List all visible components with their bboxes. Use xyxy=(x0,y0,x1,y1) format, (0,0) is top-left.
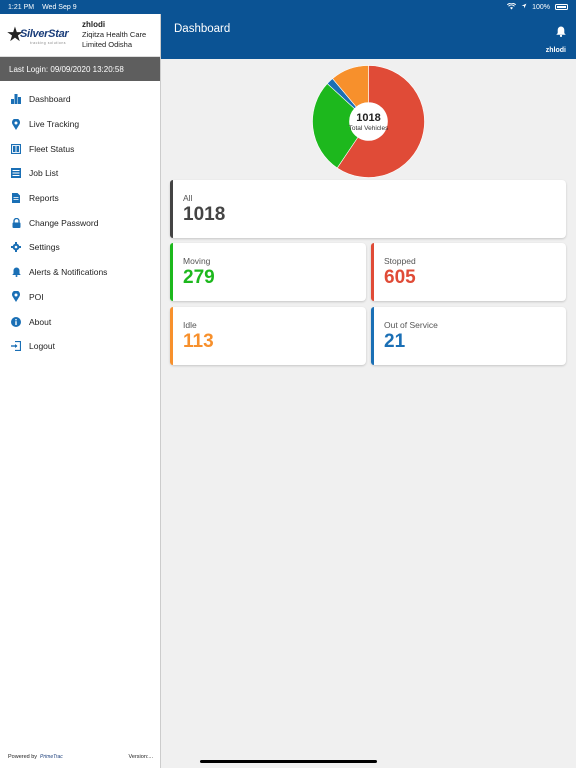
battery-icon xyxy=(555,4,568,10)
card-stopped[interactable]: Stopped 605 xyxy=(371,243,566,301)
profile-info: zhlodi Ziqitza Health Care Limited Odish… xyxy=(82,20,146,50)
app-header: Dashboard zhlodi xyxy=(161,14,576,59)
sidebar-item-poi[interactable]: POI xyxy=(0,285,160,310)
sidebar-item-reports[interactable]: Reports xyxy=(0,186,160,211)
sidebar-item-live-tracking[interactable]: Live Tracking xyxy=(0,112,160,137)
dashboard-icon xyxy=(11,94,21,105)
sidebar-item-label: Logout xyxy=(29,341,55,352)
card-moving[interactable]: Moving 279 xyxy=(170,243,366,301)
card-accent-bar xyxy=(170,243,173,301)
card-value: 21 xyxy=(384,331,406,352)
profile-org-line1: Ziqitza Health Care xyxy=(82,30,147,39)
company-logo: ★ SilverStar tracking solutions xyxy=(6,24,69,46)
powered-by-text: Powered by xyxy=(8,754,38,760)
card-accent-bar xyxy=(371,307,374,365)
card-label: Idle xyxy=(183,320,197,330)
status-bar: 1:21 PM Wed Sep 9 100% xyxy=(0,0,576,14)
sidebar-item-label: Alerts & Notifications xyxy=(29,267,108,278)
sidebar-item-label: Reports xyxy=(29,193,59,204)
sidebar-item-label: Fleet Status xyxy=(29,143,75,154)
wifi-icon xyxy=(507,2,517,12)
battery-percent: 100% xyxy=(532,3,550,11)
card-accent-bar xyxy=(371,243,374,301)
card-value: 113 xyxy=(183,331,214,352)
card-all[interactable]: All 1018 xyxy=(170,180,566,238)
card-label: Moving xyxy=(183,256,211,266)
status-date: Wed Sep 9 xyxy=(42,3,77,11)
sidebar-footer: Powered by PrimeTrac Version:... xyxy=(0,754,161,760)
sidebar-item-label: Dashboard xyxy=(29,94,71,105)
sidebar-item-label: POI xyxy=(29,291,44,302)
donut-hole xyxy=(349,102,388,141)
sidebar-item-fleet-status[interactable]: Fleet Status xyxy=(0,136,160,161)
notification-bell-icon[interactable] xyxy=(556,24,566,37)
map-pin-icon xyxy=(11,118,21,130)
info-icon xyxy=(11,316,21,327)
page-title: Dashboard xyxy=(174,23,231,35)
sidebar-menu: Dashboard Live Tracking Fleet Status Job… xyxy=(0,81,160,359)
sidebar-item-label: About xyxy=(29,316,52,327)
card-value: 605 xyxy=(384,267,416,288)
version-text: Version:... xyxy=(128,754,153,760)
lock-icon xyxy=(11,217,21,228)
sidebar-item-alerts-notifications[interactable]: Alerts & Notifications xyxy=(0,260,160,285)
gear-icon xyxy=(11,242,21,253)
logout-icon xyxy=(11,341,21,352)
status-time: 1:21 PM xyxy=(8,3,35,11)
card-idle[interactable]: Idle 113 xyxy=(170,307,366,365)
card-value: 1018 xyxy=(183,204,226,225)
header-username: zhlodi xyxy=(545,47,566,54)
card-label: All xyxy=(183,193,193,203)
sidebar-item-about[interactable]: About xyxy=(0,309,160,334)
bell-icon xyxy=(11,267,21,278)
sidebar-item-logout[interactable]: Logout xyxy=(0,334,160,359)
vehicle-status-donut-chart: 1018 Total Vehicles xyxy=(311,64,426,179)
location-arrow-icon xyxy=(521,3,527,11)
map-pin-icon xyxy=(11,291,21,303)
sidebar-item-label: Job List xyxy=(29,168,59,179)
card-accent-bar xyxy=(170,180,173,238)
vendor-logo: PrimeTrac xyxy=(40,754,63,760)
sidebar-item-label: Change Password xyxy=(29,217,99,228)
list-icon xyxy=(11,168,21,179)
donut-svg xyxy=(312,65,425,178)
home-indicator xyxy=(200,760,377,763)
sidebar-item-job-list[interactable]: Job List xyxy=(0,161,160,186)
sidebar-item-label: Live Tracking xyxy=(29,119,80,130)
sidebar-item-change-password[interactable]: Change Password xyxy=(0,210,160,235)
profile-username: zhlodi xyxy=(82,20,106,29)
profile-org-line2: Limited Odisha xyxy=(82,40,133,49)
card-out-of-service[interactable]: Out of Service 21 xyxy=(371,307,566,365)
last-login-text: Last Login: 09/09/2020 13:20:58 xyxy=(0,57,160,81)
star-icon: ★ xyxy=(6,24,24,46)
sidebar-item-settings[interactable]: Settings xyxy=(0,235,160,260)
sidebar: ★ SilverStar tracking solutions zhlodi Z… xyxy=(0,14,161,768)
card-value: 279 xyxy=(183,267,215,288)
card-accent-bar xyxy=(170,307,173,365)
profile-header: ★ SilverStar tracking solutions zhlodi Z… xyxy=(0,14,160,57)
card-label: Out of Service xyxy=(384,320,438,330)
sidebar-item-dashboard[interactable]: Dashboard xyxy=(0,87,160,112)
fleet-icon xyxy=(11,143,21,154)
sidebar-item-label: Settings xyxy=(29,242,60,253)
document-icon xyxy=(11,193,21,204)
card-label: Stopped xyxy=(384,256,416,266)
